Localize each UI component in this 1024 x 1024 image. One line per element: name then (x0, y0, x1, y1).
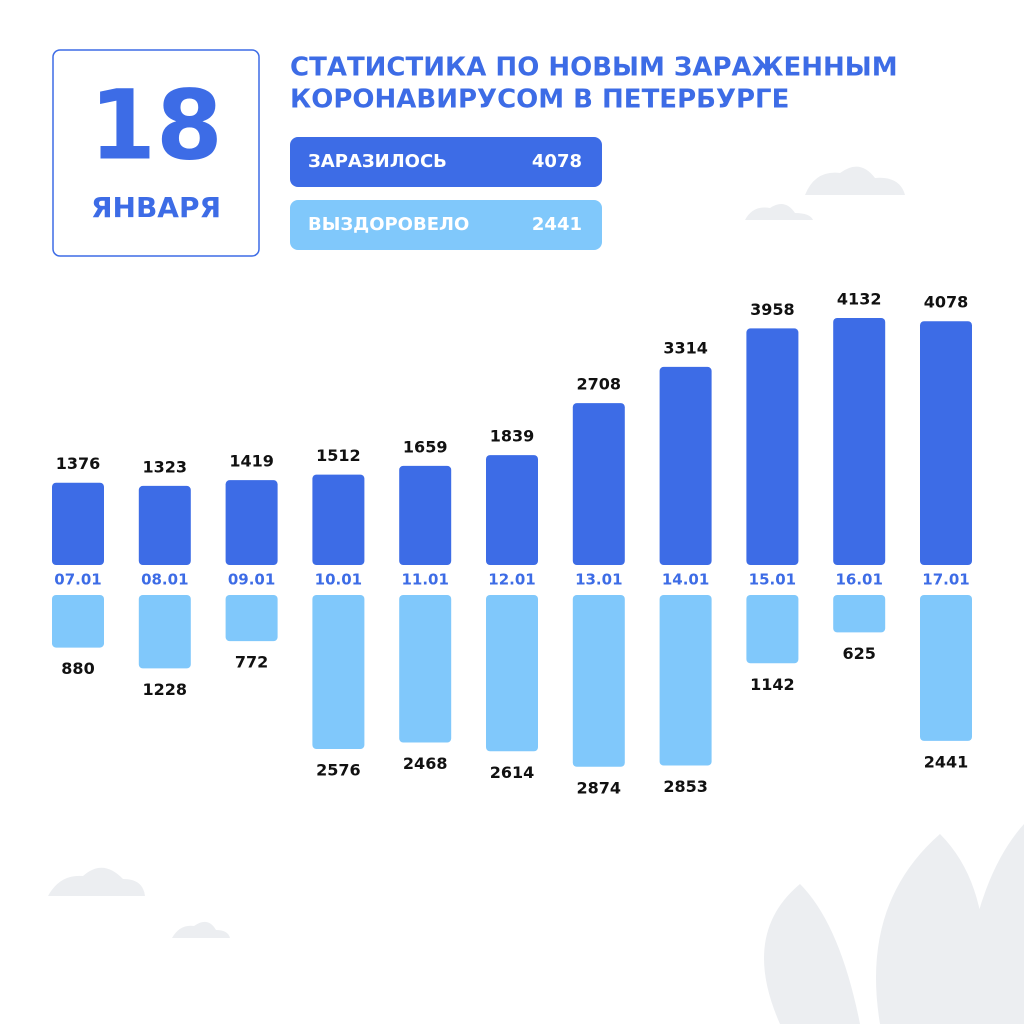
bar-recovered (746, 595, 799, 664)
bar-recovered (572, 595, 625, 767)
value-label: 3314 (663, 338, 708, 357)
x-tick-label: 08.01 (141, 571, 188, 589)
bar-infected (833, 318, 886, 565)
bar-infected (572, 403, 625, 565)
value-label: 2576 (316, 760, 361, 779)
bar-infected (659, 366, 712, 565)
bar-recovered (833, 595, 886, 633)
x-tick-label: 09.01 (228, 571, 275, 589)
value-label: 1419 (229, 452, 274, 471)
bar-infected (399, 465, 452, 565)
value-label: 2441 (924, 752, 969, 771)
value-label: 2614 (490, 763, 535, 782)
value-label: 4078 (924, 293, 969, 312)
bar-recovered (399, 595, 452, 743)
value-label: 772 (235, 653, 268, 672)
bar-infected (52, 482, 104, 565)
x-tick-label: 10.01 (315, 571, 362, 589)
date-month: ЯНВАРЯ (91, 191, 221, 224)
bar-recovered (52, 595, 104, 648)
x-tick-label: 16.01 (835, 571, 882, 589)
x-tick-label: 14.01 (662, 571, 709, 589)
value-label: 625 (842, 644, 875, 663)
value-label: 2853 (663, 777, 708, 796)
x-tick-label: 11.01 (401, 571, 448, 589)
legend-label: ВЫЗДОРОВЕЛО (308, 214, 469, 235)
bar-infected (312, 474, 365, 565)
value-label: 2708 (577, 375, 622, 394)
bar-infected (920, 321, 972, 565)
bar-recovered (225, 595, 278, 642)
title-line: КОРОНАВИРУСОМ В ПЕТЕРБУРГЕ (290, 85, 789, 115)
value-label: 1323 (143, 457, 188, 476)
legend-box (290, 137, 602, 187)
decoration (48, 166, 1024, 1024)
x-tick-label: 13.01 (575, 571, 622, 589)
value-label: 1839 (490, 427, 535, 446)
value-label: 1142 (750, 675, 795, 694)
date-day: 18 (89, 69, 223, 181)
bar-recovered (138, 595, 191, 669)
x-tick-label: 17.01 (922, 571, 969, 589)
date-card (52, 49, 260, 257)
bar-infected (746, 328, 799, 565)
value-label: 1228 (143, 680, 188, 699)
bar-recovered (659, 595, 712, 766)
legend-value: 2441 (532, 214, 582, 235)
bar-recovered (920, 595, 972, 741)
value-label: 3958 (750, 300, 795, 319)
value-label: 2468 (403, 754, 448, 773)
legend-box (290, 200, 602, 250)
value-label: 4132 (837, 290, 882, 309)
bar-infected (486, 455, 538, 565)
bar-recovered (486, 595, 538, 752)
x-tick-label: 15.01 (749, 571, 796, 589)
bar-recovered (312, 595, 365, 749)
value-label: 2874 (577, 778, 622, 797)
value-label: 1376 (56, 454, 101, 473)
title-line: СТАТИСТИКА ПО НОВЫМ ЗАРАЖЕННЫМ (290, 53, 898, 83)
value-label: 880 (61, 659, 94, 678)
bar-infected (225, 480, 278, 565)
legend-value: 4078 (532, 151, 582, 172)
x-tick-label: 12.01 (488, 571, 535, 589)
legend-label: ЗАРАЗИЛОСЬ (308, 151, 447, 172)
value-label: 1659 (403, 437, 448, 456)
x-tick-label: 07.01 (54, 571, 101, 589)
bar-infected (138, 485, 191, 565)
value-label: 1512 (316, 446, 361, 465)
